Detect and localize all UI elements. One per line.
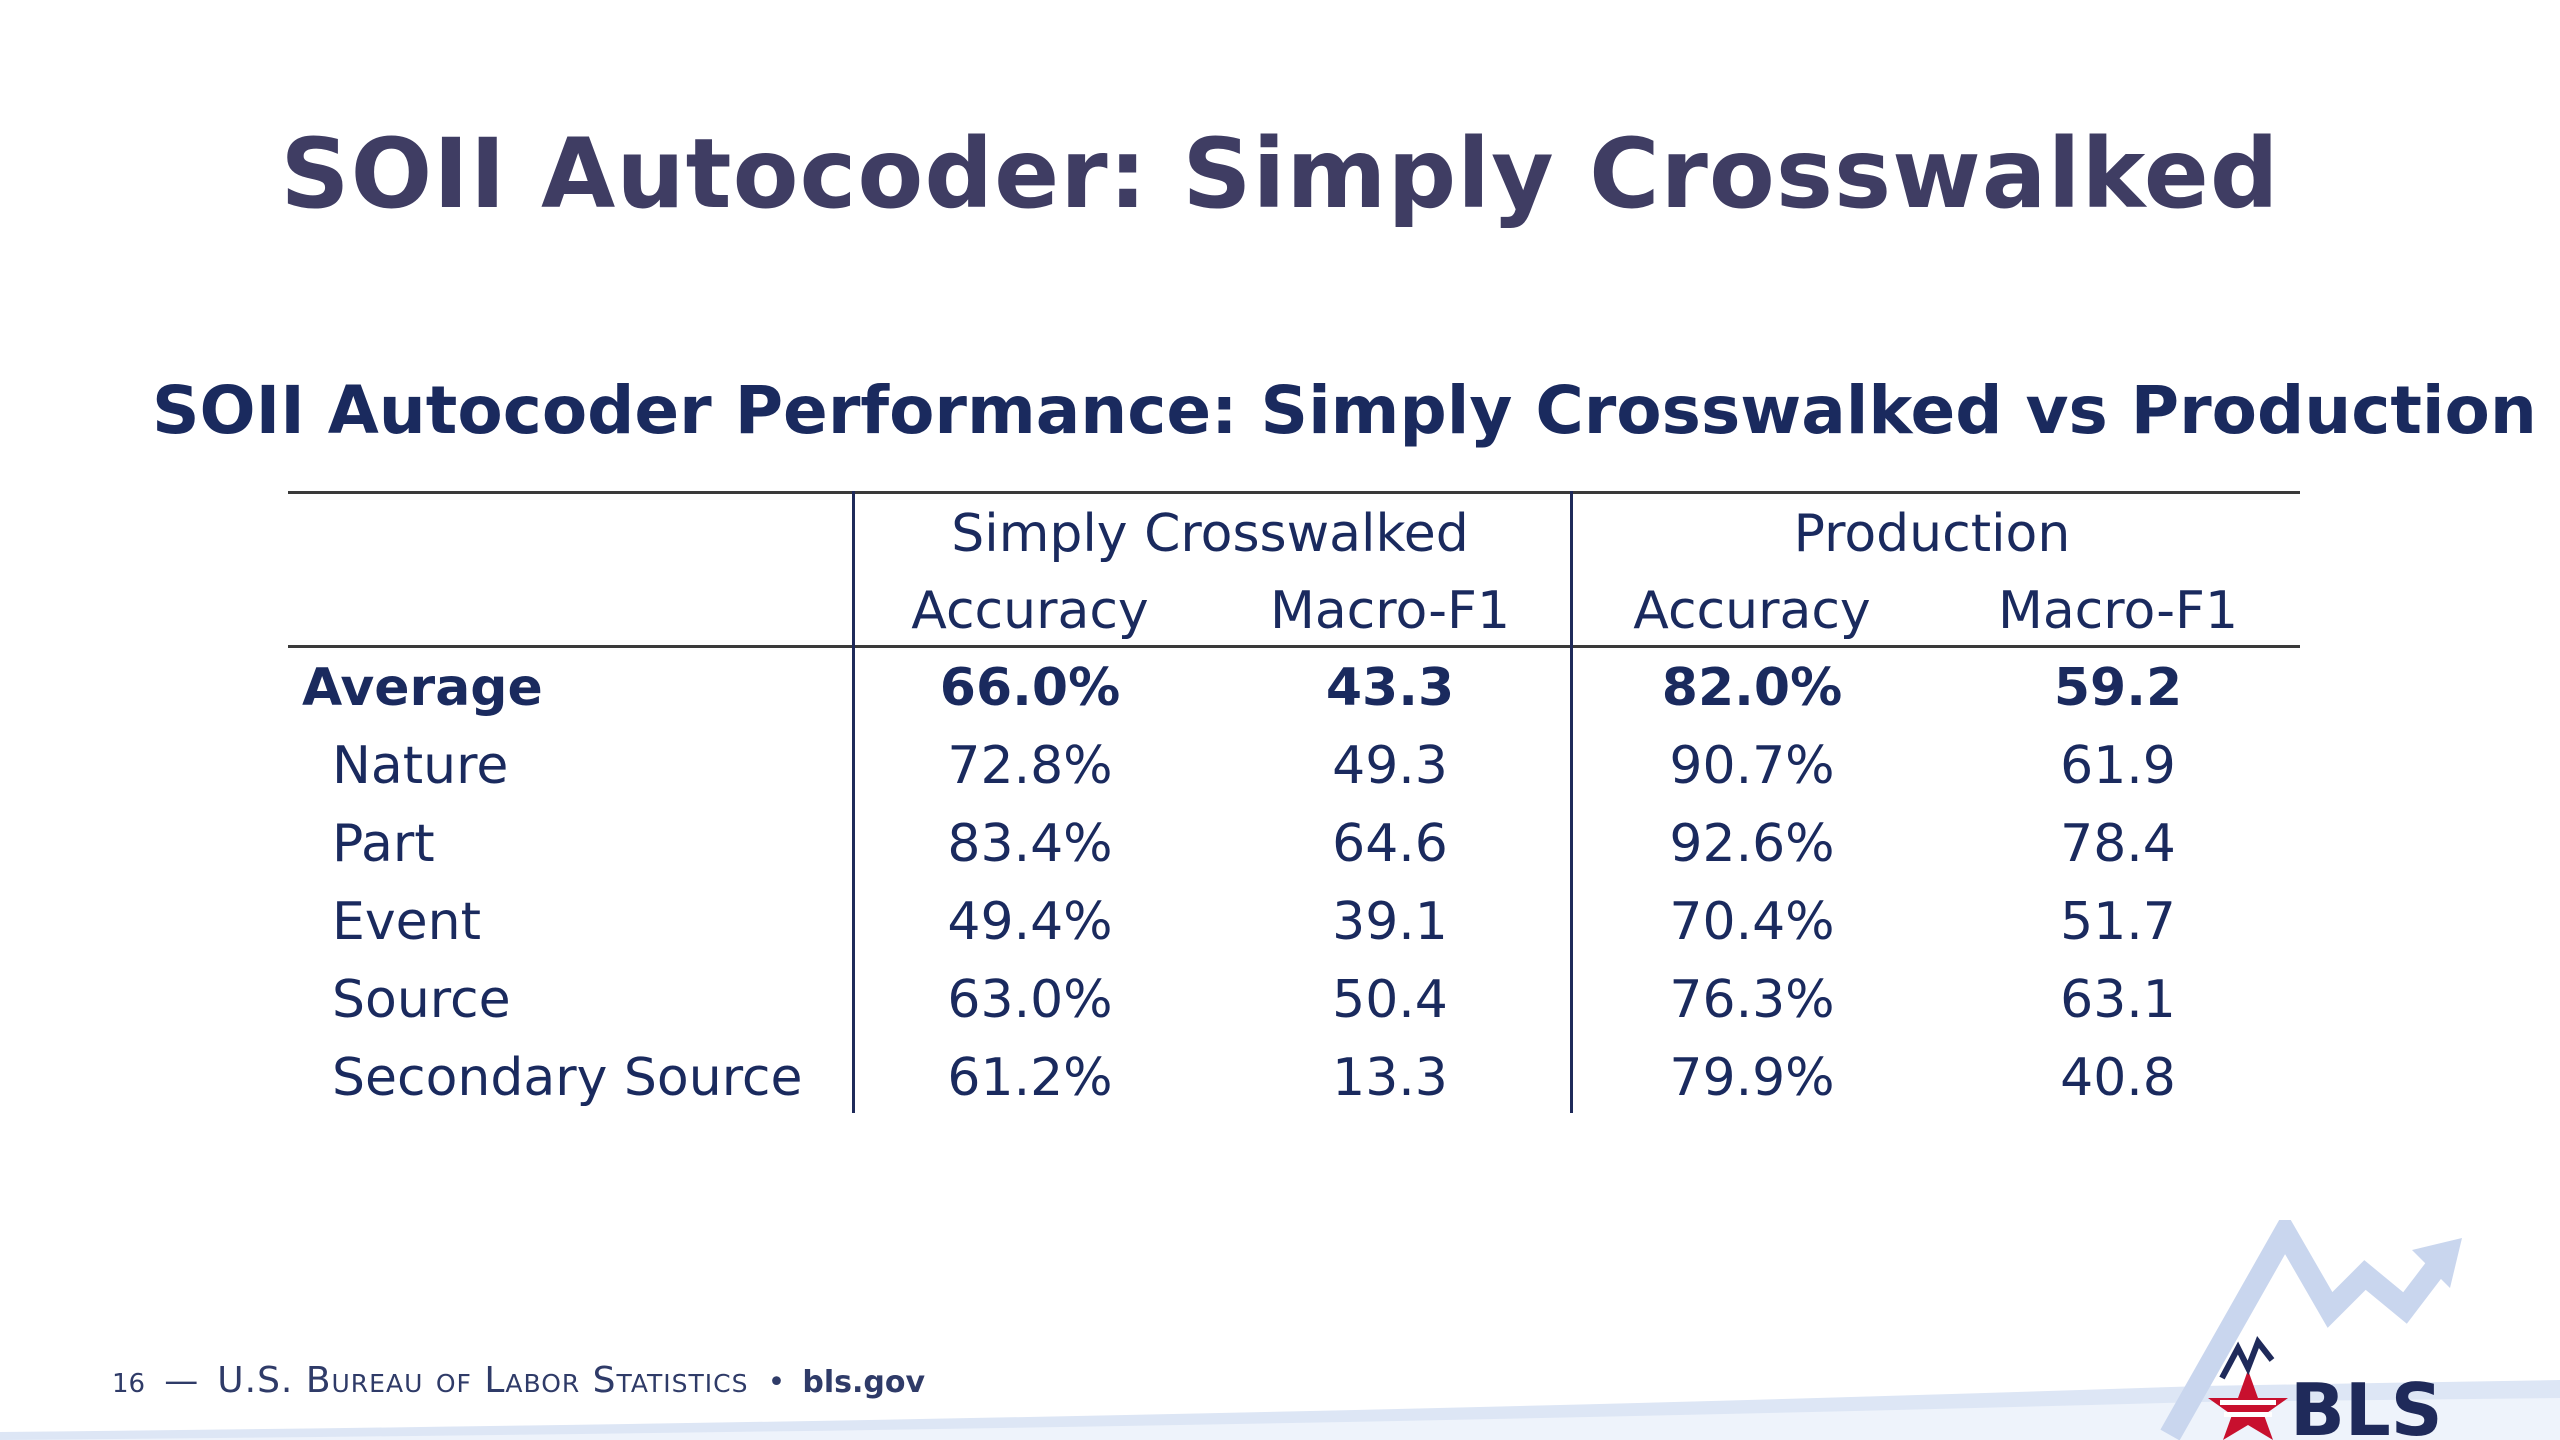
cell-value: 51.7 — [2060, 892, 2176, 952]
cell-value: 61.2% — [947, 1048, 1113, 1108]
cell-value: 63.1 — [2060, 970, 2176, 1030]
cell-value: 59.2 — [2053, 658, 2183, 718]
cell-value: 70.4% — [1669, 892, 1835, 952]
cell-value: 49.3 — [1332, 736, 1448, 796]
cell-value: 72.8% — [947, 736, 1113, 796]
cell-value: 39.1 — [1332, 892, 1448, 952]
cell-value: 43.3 — [1325, 658, 1455, 718]
row-label: Source — [332, 970, 511, 1030]
table-top-rule — [288, 491, 2300, 494]
row-label: Average — [302, 658, 543, 718]
cell-value: 64.6 — [1332, 814, 1448, 874]
page-number: 16 — [112, 1369, 146, 1399]
logo-text: BLS — [2290, 1368, 2443, 1440]
subheader-accuracy-crosswalked: Accuracy — [911, 581, 1149, 641]
bls-star-logo-icon: BLS — [2160, 1209, 2462, 1440]
cell-value: 40.8 — [2060, 1048, 2176, 1108]
subheader-macro-f1-production: Macro-F1 — [1997, 581, 2239, 641]
footer-dash: — — [164, 1361, 199, 1401]
table-header-rule — [288, 645, 2300, 648]
cell-value: 83.4% — [947, 814, 1113, 874]
cell-value: 79.9% — [1669, 1048, 1835, 1108]
cell-value: 92.6% — [1669, 814, 1835, 874]
slide-title: SOII Autocoder: Simply Crosswalked — [280, 118, 2280, 230]
group-header-simply-crosswalked: Simply Crosswalked — [951, 504, 1469, 564]
cell-value: 61.9 — [2060, 736, 2176, 796]
row-label: Secondary Source — [332, 1048, 803, 1108]
subheader-macro-f1-crosswalked: Macro-F1 — [1269, 581, 1511, 641]
table-divider-left — [852, 491, 855, 1113]
footer: 16 — U.S. Bureau of Labor Statistics • b… — [112, 1360, 925, 1401]
cell-value: 13.3 — [1332, 1048, 1448, 1108]
table-heading: SOII Autocoder Performance: Simply Cross… — [152, 372, 2537, 449]
bls-logo: BLS — [2150, 1209, 2490, 1440]
cell-value: 76.3% — [1669, 970, 1835, 1030]
group-header-production: Production — [1793, 504, 2071, 564]
row-label: Nature — [332, 736, 509, 796]
table-divider-middle — [1570, 491, 1573, 1113]
cell-value: 50.4 — [1332, 970, 1448, 1030]
organization-name: U.S. Bureau of Labor Statistics — [217, 1360, 749, 1401]
cell-value: 66.0% — [939, 658, 1121, 718]
website-link[interactable]: bls.gov — [802, 1365, 926, 1400]
footer-separator: • — [767, 1365, 786, 1400]
cell-value: 82.0% — [1661, 658, 1843, 718]
cell-value: 63.0% — [947, 970, 1113, 1030]
cell-value: 78.4 — [2060, 814, 2176, 874]
cell-value: 90.7% — [1669, 736, 1835, 796]
footer-swoosh — [0, 1380, 2560, 1440]
cell-value: 49.4% — [947, 892, 1113, 952]
row-label: Part — [332, 814, 435, 874]
subheader-accuracy-production: Accuracy — [1633, 581, 1871, 641]
row-label: Event — [332, 892, 481, 952]
